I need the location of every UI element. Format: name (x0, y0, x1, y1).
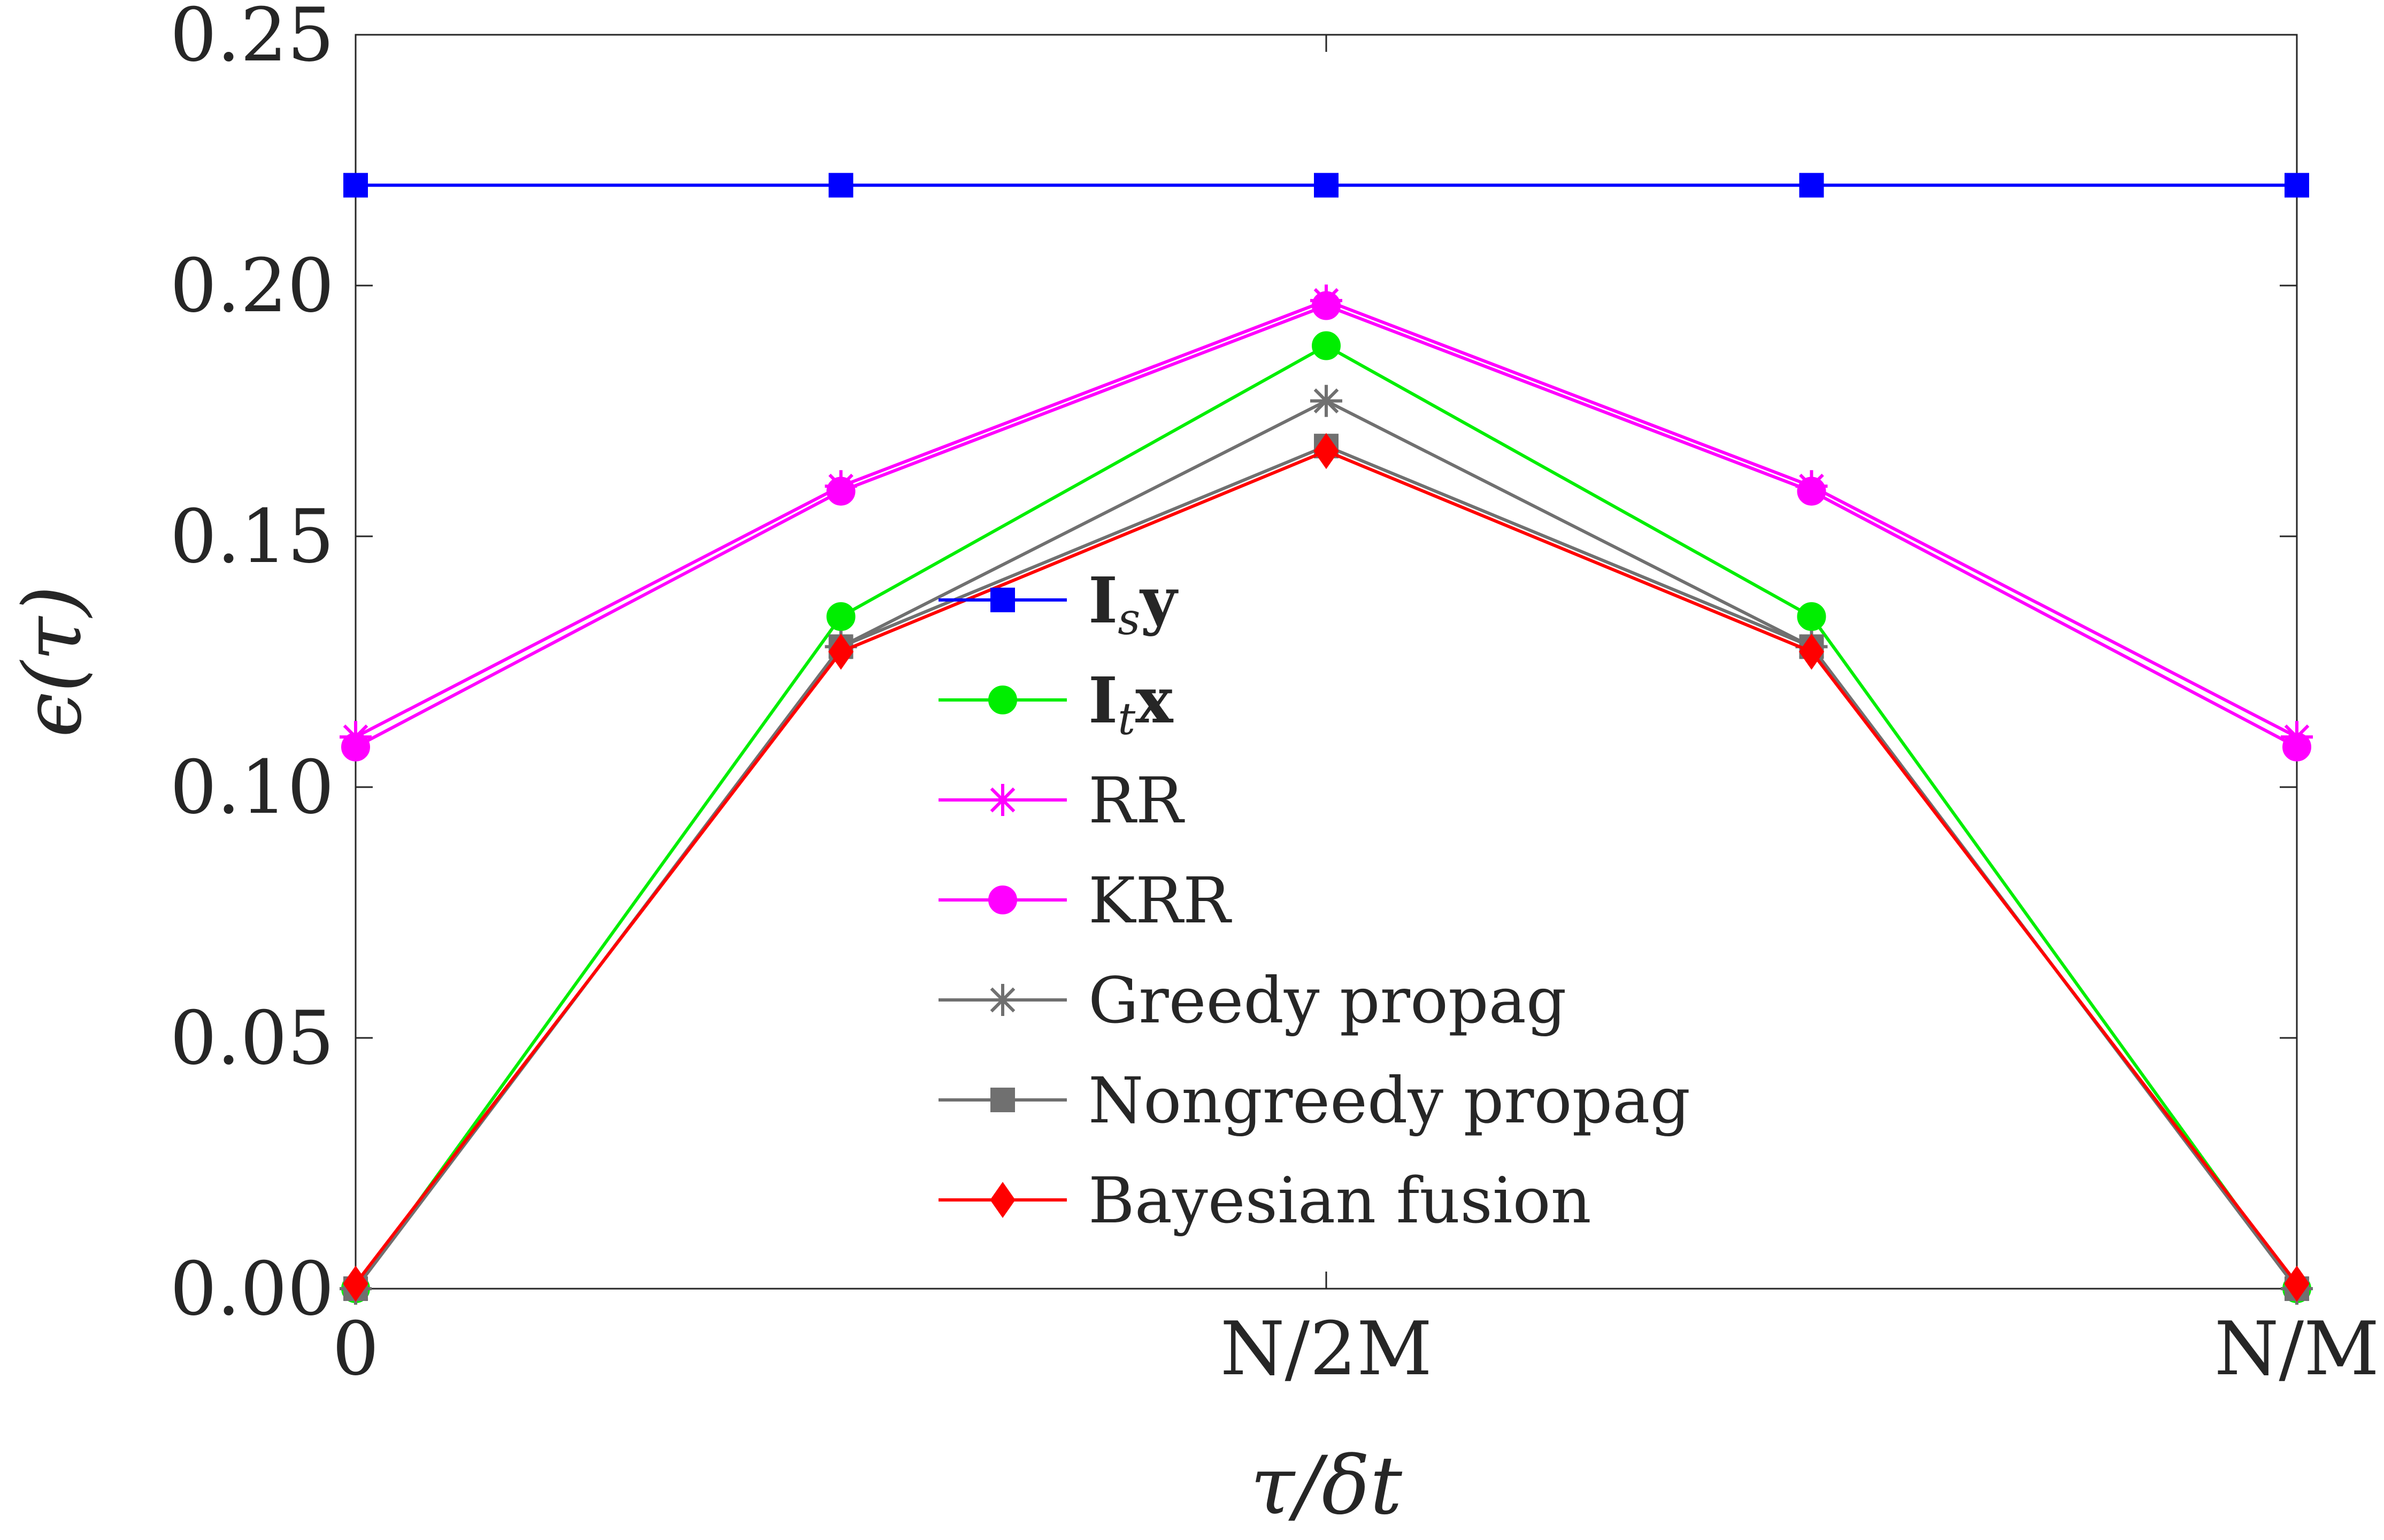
data-point (988, 686, 1017, 714)
x-tick-label: N/M (2214, 1306, 2380, 1392)
data-point (1310, 384, 1342, 417)
legend-label-main: I (1088, 563, 1118, 637)
series-line (354, 444, 2298, 1290)
y-tick-label: 0.20 (170, 243, 334, 329)
data-point (828, 173, 853, 198)
series-line (355, 304, 2298, 749)
data-point (990, 588, 1015, 612)
series-itx (341, 331, 2311, 1303)
x-tick-label: 0 (332, 1306, 379, 1392)
data-point (1314, 173, 1339, 198)
legend-label-main: I (1088, 663, 1118, 737)
y-axis-label: ϵ(τ) (6, 586, 99, 737)
data-point (2284, 1265, 2310, 1302)
legend-label: RR (1088, 764, 1185, 837)
series-isy (343, 173, 2309, 198)
series-line (354, 344, 2298, 1290)
y-tick-label: 0.05 (170, 995, 334, 1081)
data-point (826, 602, 856, 632)
series-line (354, 399, 2298, 1290)
legend-label: Bayesian fusion (1088, 1164, 1591, 1237)
x-axis-label: τ/δt (1250, 1439, 1403, 1533)
legend-label: Greedy propag (1088, 964, 1566, 1037)
data-point (988, 886, 1017, 914)
legend-entry: Bayesian fusion (939, 1164, 1591, 1237)
legend-entry: RR (939, 764, 1185, 837)
data-point (987, 984, 1019, 1016)
y-axis-title: ϵ(τ) (6, 586, 99, 737)
x-tick-label: N/2M (1220, 1306, 1432, 1392)
legend-label-tail: x (1135, 663, 1174, 737)
legend-entry: KRR (939, 864, 1232, 937)
series-group (340, 173, 2313, 1305)
legend-label-sub: s (1118, 594, 1140, 645)
legend-entry: Itx (939, 663, 1174, 745)
y-tick-label: 0.25 (170, 0, 334, 78)
data-point (826, 476, 856, 506)
data-point (1312, 331, 1341, 360)
x-axis-title: τ/δt (1250, 1439, 1403, 1533)
legend-label-sub: t (1118, 694, 1136, 745)
legend-entry: Isy (939, 563, 1179, 645)
data-point (828, 633, 854, 670)
data-point-stroke (1313, 388, 1339, 414)
data-point (1799, 173, 1824, 198)
legend-label: Itx (1088, 663, 1174, 745)
axis-ticks: 0.00 0.05 0.10 0.15 0.20 0.25 0 N/2M N/M (170, 0, 2380, 1392)
data-point (1797, 602, 1826, 632)
data-point (2282, 732, 2311, 761)
data-point (1798, 633, 1825, 670)
series-line (355, 298, 2298, 738)
series-bayesian-fusion (343, 433, 2310, 1302)
y-tick-label: 0.10 (170, 744, 334, 830)
data-point (990, 1182, 1016, 1218)
data-point (990, 1088, 1015, 1112)
data-point (1312, 291, 1341, 320)
data-point (343, 1265, 368, 1302)
data-point (1313, 433, 1339, 469)
y-tick-label: 0.00 (170, 1246, 334, 1332)
legend-label-tail: y (1139, 563, 1179, 637)
y-tick-label: 0.15 (170, 494, 334, 580)
data-point-stroke (990, 787, 1016, 813)
series-krr (341, 291, 2311, 761)
legend-label: KRR (1088, 864, 1232, 937)
data-point (1797, 476, 1826, 506)
legend-label: Isy (1088, 563, 1179, 645)
data-point (2285, 173, 2309, 198)
legend-label: Nongreedy propag (1088, 1064, 1690, 1137)
data-point (343, 173, 368, 198)
legend-entry: Greedy propag (939, 964, 1566, 1037)
data-point-stroke (990, 987, 1016, 1013)
data-point (987, 784, 1019, 816)
data-point (341, 732, 370, 761)
series-line (354, 449, 2298, 1285)
legend-entry: Nongreedy propag (939, 1064, 1690, 1137)
